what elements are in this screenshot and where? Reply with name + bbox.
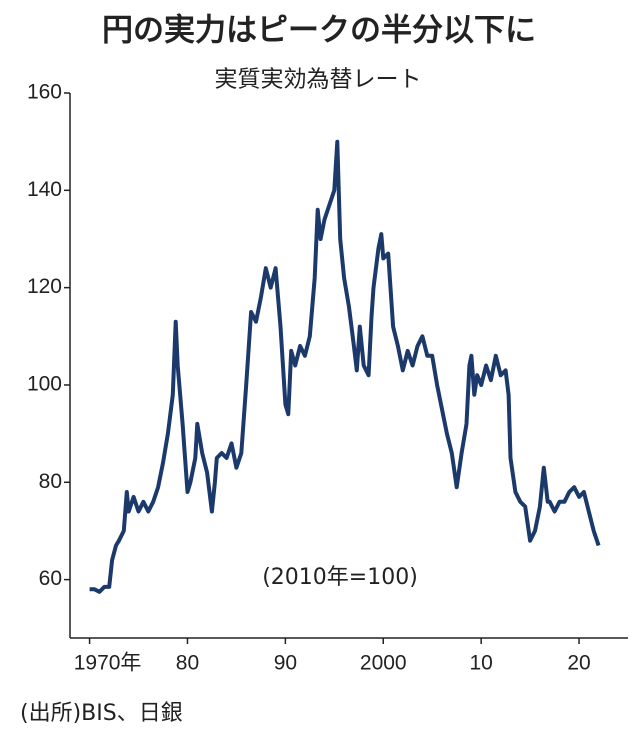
y-tick-label: 120: [27, 275, 62, 298]
x-tick-label: 90: [274, 652, 297, 675]
y-tick-label: 160: [27, 81, 62, 104]
x-tick-label: 80: [176, 652, 199, 675]
y-tick-label: 140: [27, 178, 62, 201]
y-tick-label: 100: [27, 373, 62, 396]
data-line: [89, 139, 601, 594]
chart-subtitle: 実質実効為替レート: [215, 67, 422, 93]
x-tick-label: 10: [469, 652, 492, 675]
y-tick-label: 60: [39, 567, 62, 590]
x-tick-label: 2000: [360, 652, 407, 675]
chart-title: 円の実力はピークの半分以下に: [102, 13, 536, 49]
source: (出所)BIS、日銀: [20, 701, 183, 726]
y-tick-label: 80: [39, 470, 62, 493]
annotation: (2010年=100): [262, 565, 418, 590]
x-tick-label: 1970年: [74, 652, 142, 675]
x-tick-label: 20: [567, 652, 590, 675]
